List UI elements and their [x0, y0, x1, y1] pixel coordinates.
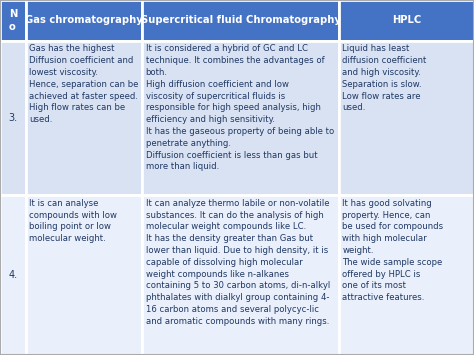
Text: 4.: 4.	[9, 270, 18, 280]
Text: HPLC: HPLC	[392, 15, 421, 26]
Bar	[339, 41, 474, 195]
Bar	[339, 0, 474, 41]
Text: Supercritical fluid Chromatography: Supercritical fluid Chromatography	[141, 15, 340, 26]
Text: 3.: 3.	[9, 113, 18, 123]
Bar	[142, 41, 339, 195]
Bar	[142, 195, 339, 355]
Text: It is can analyse
compounds with low
boiling point or low
molecular weight.: It is can analyse compounds with low boi…	[29, 199, 118, 243]
Bar	[0, 195, 26, 355]
Bar	[142, 0, 339, 41]
Text: N
o: N o	[9, 9, 17, 32]
Text: Gas chromatography: Gas chromatography	[25, 15, 143, 26]
Text: It can analyze thermo labile or non-volatile
substances. It can do the analysis : It can analyze thermo labile or non-vola…	[146, 199, 330, 326]
Bar	[339, 195, 474, 355]
Bar	[0, 41, 26, 195]
Text: It is considered a hybrid of GC and LC
technique. It combines the advantages of
: It is considered a hybrid of GC and LC t…	[146, 44, 334, 171]
Text: Gas has the highest
Diffusion coefficient and
lowest viscosity.
Hence, separatio: Gas has the highest Diffusion coefficien…	[29, 44, 139, 124]
Text: Liquid has least
diffusion coefficient
and high viscosity.
Separation is slow.
L: Liquid has least diffusion coefficient a…	[342, 44, 427, 113]
Bar	[26, 41, 142, 195]
Bar	[26, 0, 142, 41]
Bar	[26, 195, 142, 355]
Bar	[0, 0, 26, 41]
Text: It has good solvating
property. Hence, can
be used for compounds
with high molec: It has good solvating property. Hence, c…	[342, 199, 443, 302]
